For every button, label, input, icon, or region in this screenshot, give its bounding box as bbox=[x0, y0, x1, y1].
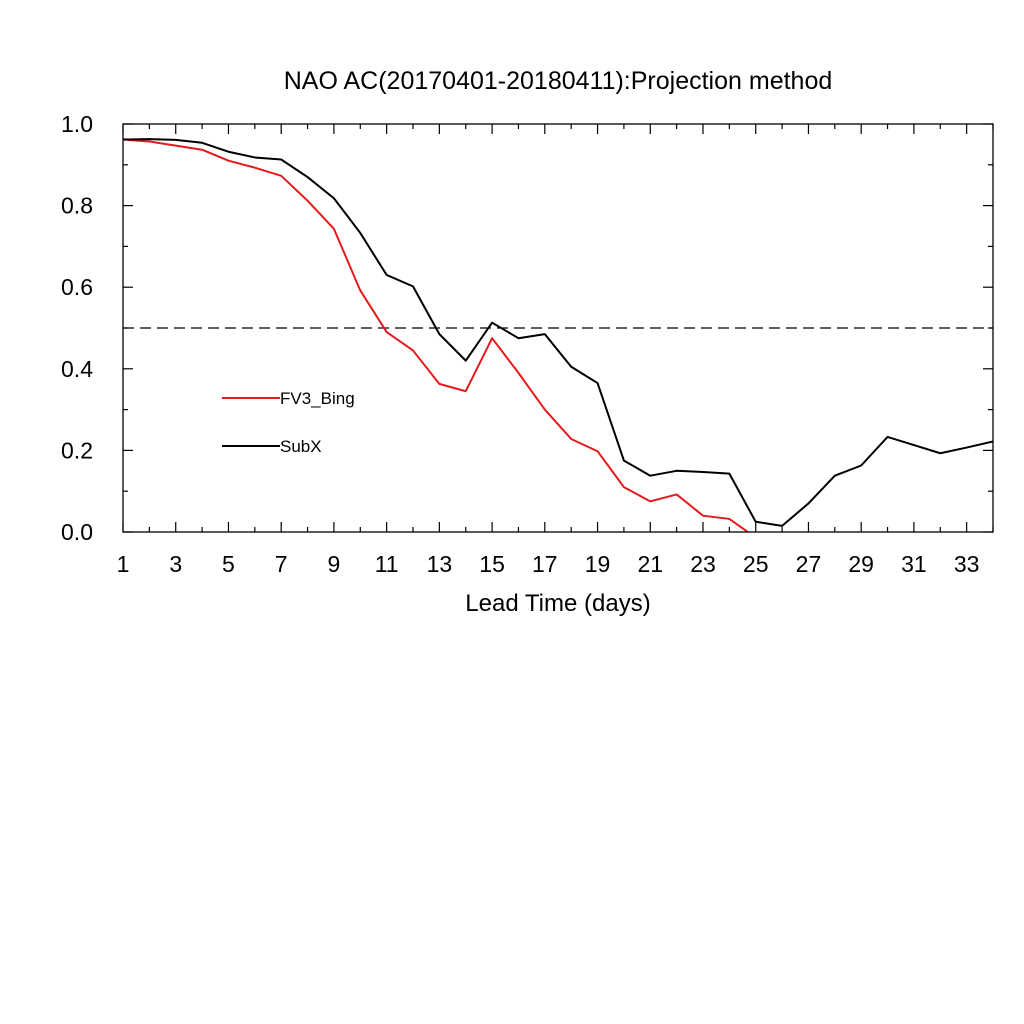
x-tick-label: 1 bbox=[117, 551, 130, 577]
x-tick-label: 23 bbox=[690, 551, 716, 577]
x-tick-label: 9 bbox=[328, 551, 341, 577]
x-tick-label: 13 bbox=[427, 551, 453, 577]
legend-label-subx: SubX bbox=[280, 437, 322, 456]
y-tick-label: 0.8 bbox=[61, 193, 93, 219]
y-tick-label: 0.2 bbox=[61, 437, 93, 463]
x-tick-label: 25 bbox=[743, 551, 769, 577]
x-tick-label: 31 bbox=[901, 551, 927, 577]
y-tick-label: 0.6 bbox=[61, 274, 93, 300]
legend: FV3_Bing SubX bbox=[222, 389, 355, 456]
x-tick-label: 19 bbox=[585, 551, 611, 577]
series-line-subx bbox=[123, 138, 993, 527]
series-line-fv3-bing bbox=[123, 138, 749, 532]
x-tick-label: 7 bbox=[275, 551, 288, 577]
x-tick-label: 3 bbox=[169, 551, 182, 577]
chart-title: NAO AC(20170401-20180411):Projection met… bbox=[284, 67, 833, 95]
y-tick-label: 1.0 bbox=[61, 111, 93, 137]
x-tick-label: 21 bbox=[637, 551, 663, 577]
x-tick-label: 29 bbox=[848, 551, 874, 577]
x-tick-label: 33 bbox=[954, 551, 980, 577]
x-tick-label: 5 bbox=[222, 551, 235, 577]
x-axis-label: Lead Time (days) bbox=[465, 590, 650, 617]
y-tick-label: 0.0 bbox=[61, 519, 93, 545]
x-tick-label: 15 bbox=[479, 551, 505, 577]
x-tick-label: 11 bbox=[375, 551, 399, 577]
x-tick-label: 27 bbox=[796, 551, 822, 577]
legend-label-fv3-bing: FV3_Bing bbox=[280, 389, 355, 408]
x-tick-label: 17 bbox=[532, 551, 558, 577]
y-tick-label: 0.4 bbox=[61, 356, 93, 382]
